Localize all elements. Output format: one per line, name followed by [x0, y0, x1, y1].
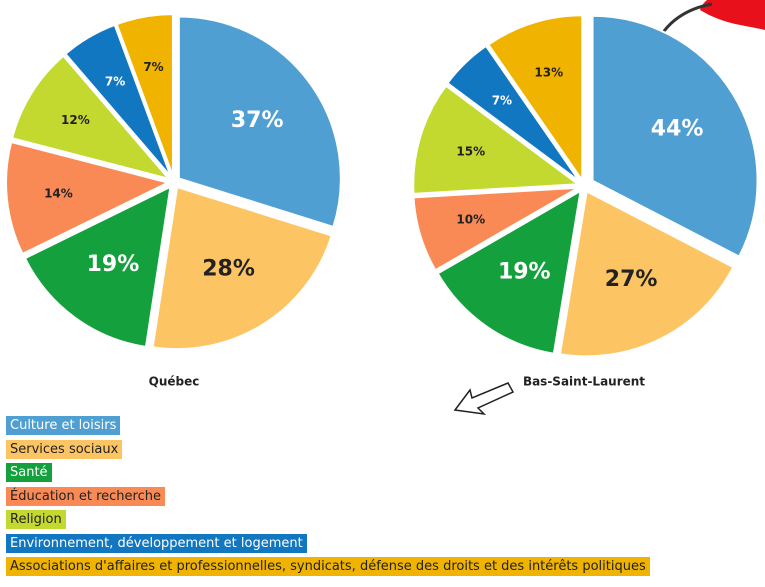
- pointer-arrow: [455, 383, 513, 414]
- legend-entry: Santé: [6, 463, 52, 482]
- legend-entry: Éducation et recherche: [6, 487, 165, 506]
- page: 37% 28% 19% 14% 12% 7% 7% Québec 44% 27% 19% 10% 15%…: [0, 0, 765, 587]
- slice-label: 44%: [651, 116, 704, 141]
- slice-label: 15%: [456, 145, 485, 159]
- legend-entry: Religion: [6, 510, 66, 529]
- legend-entry: Culture et loisirs: [6, 416, 120, 435]
- slice-label: 12%: [61, 113, 90, 127]
- slice-label: 14%: [44, 186, 73, 200]
- slice-label: 37%: [231, 108, 284, 133]
- legend-entry: Services sociaux: [6, 440, 122, 459]
- slice-label: 7%: [143, 60, 163, 74]
- slice-label: 19%: [87, 252, 140, 277]
- legend-entry: Associations d'affaires et professionnel…: [6, 557, 650, 576]
- legend-entry: Environnement, développement et logement: [6, 534, 307, 553]
- chart-title: Québec: [149, 375, 200, 389]
- slice-label: 19%: [498, 259, 551, 284]
- chart-title: Bas-Saint-Laurent: [523, 375, 645, 389]
- slice-label: 28%: [202, 257, 255, 282]
- slice-label: 7%: [105, 74, 125, 88]
- slice-label: 27%: [605, 267, 658, 292]
- slice-label: 10%: [456, 212, 485, 226]
- slice-label: 7%: [492, 93, 512, 107]
- slice-label: 13%: [534, 66, 563, 80]
